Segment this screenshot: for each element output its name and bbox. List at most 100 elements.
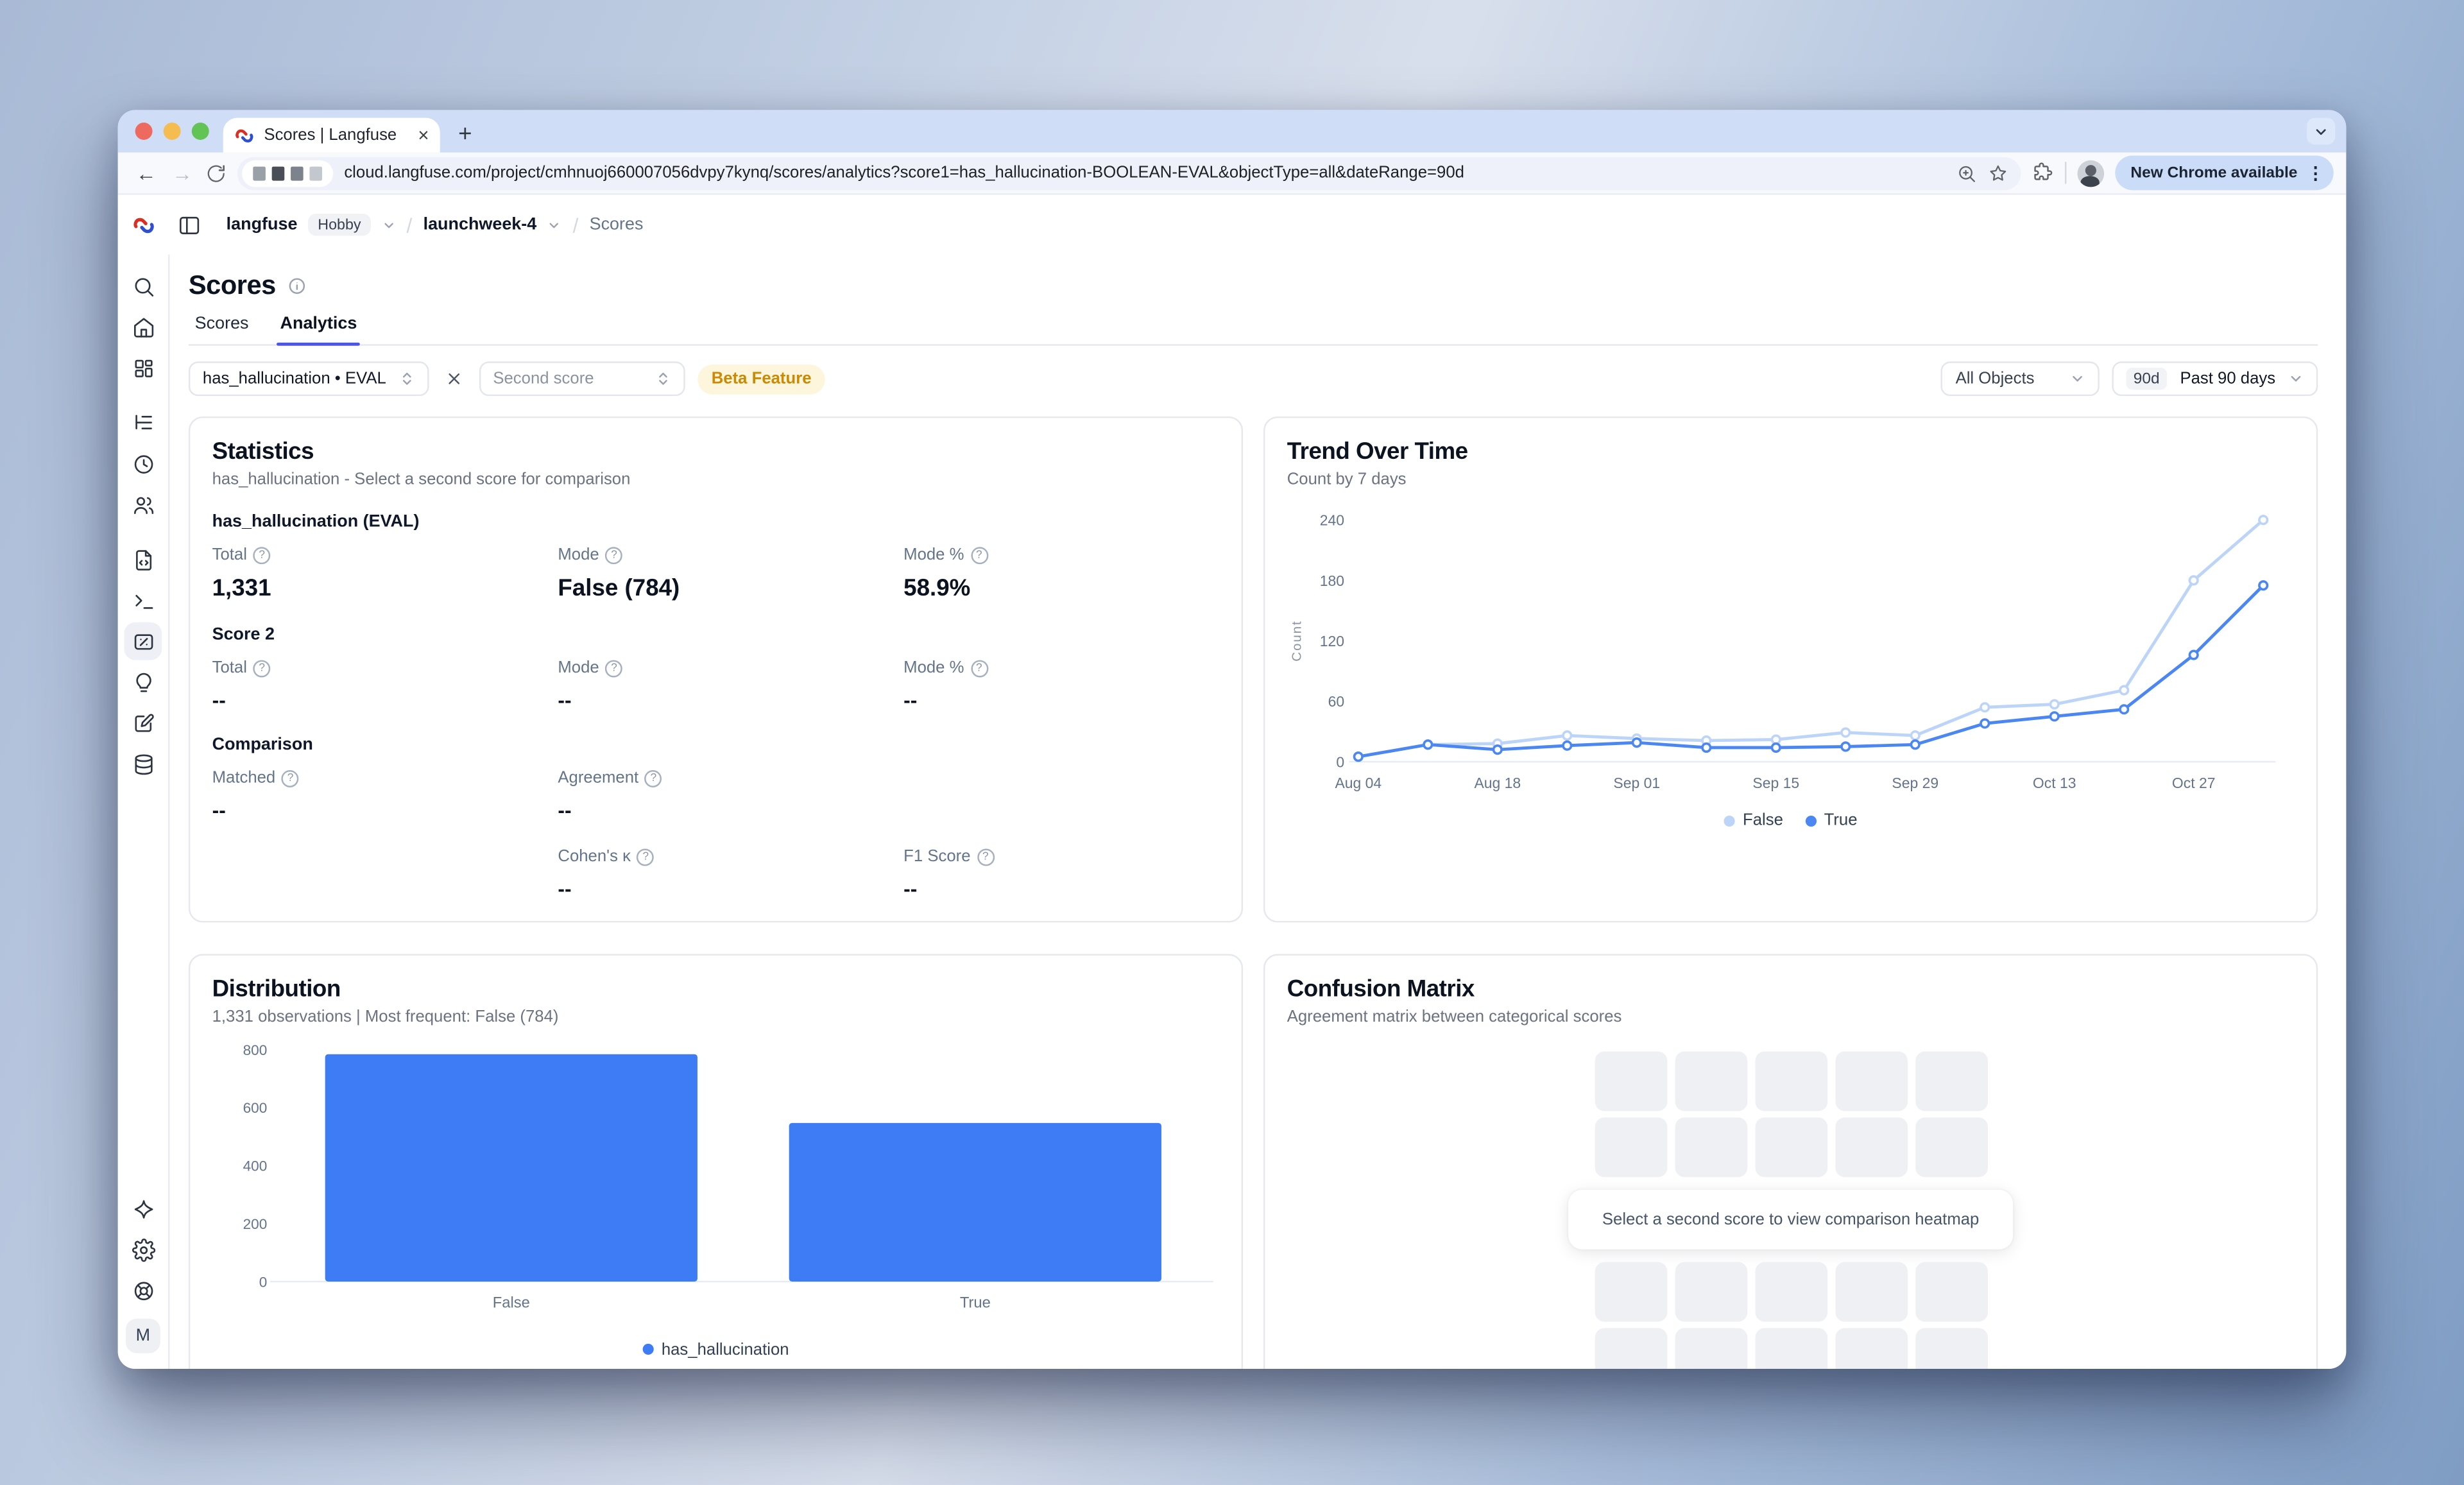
browser-toolbar: ← → cloud.langfuse.com/project/cmhnuoj66… (117, 152, 2347, 195)
org-chevron-down-icon[interactable] (381, 218, 395, 232)
profile-avatar[interactable] (2077, 159, 2104, 187)
metric-value: -- (558, 877, 572, 901)
page-title: Scores (188, 270, 276, 300)
distribution-chart[interactable]: 0 200 400 600 800 False True (212, 1040, 1220, 1321)
help-icon[interactable]: ? (253, 659, 271, 677)
sidebar-item-evaluators[interactable] (124, 663, 162, 701)
heatmap-placeholder-tile (1915, 1051, 1987, 1112)
tab-analytics[interactable]: Analytics (277, 314, 361, 346)
new-tab-button[interactable]: + (458, 120, 472, 147)
extensions-puzzle-icon[interactable] (2032, 162, 2053, 184)
stats-metric: Mode? -- (558, 658, 903, 712)
help-icon[interactable]: ? (970, 659, 988, 677)
confusion-matrix-card: Confusion Matrix Agreement matrix betwee… (1263, 954, 2318, 1369)
chrome-update-pill[interactable]: New Chrome available ⋮ (2114, 155, 2334, 191)
reload-button[interactable] (206, 162, 227, 183)
heatmap-placeholder-tile (1674, 1328, 1747, 1369)
score1-select[interactable]: has_hallucination • EVAL (188, 361, 429, 397)
tab-search-chevron-button[interactable] (2307, 117, 2336, 145)
metric-label: Total (212, 545, 247, 565)
heatmap-placeholder-row (1594, 1262, 1987, 1322)
lightbulb-icon (135, 672, 151, 692)
heatmap-placeholder-row (1594, 1328, 1987, 1369)
metric-value: -- (903, 688, 918, 712)
sidebar-item-sessions[interactable] (124, 445, 162, 483)
sidebar-item-annotation[interactable] (124, 704, 162, 742)
heatmap-placeholder-tile (1594, 1262, 1667, 1322)
breadcrumb-separator: / (406, 212, 413, 237)
langfuse-app: langfuse Hobby / launchweek-4 / Scores (117, 194, 2347, 1369)
info-icon[interactable] (287, 277, 305, 295)
breadcrumb-org[interactable]: langfuse (226, 215, 298, 234)
help-icon[interactable]: ? (637, 848, 654, 866)
help-icon[interactable]: ? (977, 848, 995, 866)
address-bar[interactable]: cloud.langfuse.com/project/cmhnuoj660007… (237, 156, 2021, 190)
help-icon[interactable]: ? (645, 769, 662, 787)
metric-value: -- (903, 877, 918, 901)
close-window-button[interactable] (135, 123, 153, 140)
help-icon[interactable]: ? (253, 546, 271, 563)
svg-text:True: True (960, 1294, 991, 1311)
svg-text:False: False (493, 1294, 530, 1311)
stats-section: Comparison Matched? -- Agreement? -- Cohen's … (212, 735, 1220, 900)
legend-item: True (1805, 811, 1858, 830)
stats-section-heading: Comparison (212, 735, 313, 755)
metric-label: Mode % (903, 658, 964, 678)
metric-label: Total (212, 658, 247, 678)
date-range-value: Past 90 days (2180, 369, 2276, 388)
sidebar-toggle-button[interactable] (169, 206, 207, 244)
date-range-badge: 90d (2125, 368, 2168, 390)
metric-value: -- (212, 798, 226, 822)
heatmap-placeholder-tile (1915, 1117, 1987, 1178)
gear-icon (131, 1237, 155, 1262)
browser-tab[interactable]: Scores | Langfuse × (223, 117, 440, 153)
user-avatar[interactable]: M (125, 1318, 160, 1353)
sidebar-item-tracing[interactable] (124, 404, 162, 442)
help-icon[interactable]: ? (282, 769, 299, 787)
metric-label: F1 Score (903, 847, 971, 866)
browser-menu-icon[interactable]: ⋮ (2307, 164, 2325, 184)
metric-label: Mode % (903, 545, 964, 565)
breadcrumb-project[interactable]: launchweek-4 (423, 215, 537, 234)
sidebar-item-settings[interactable] (124, 1231, 162, 1269)
tab-title: Scores | Langfuse (264, 125, 397, 145)
window-controls (118, 110, 223, 152)
svg-text:Count: Count (1289, 620, 1304, 661)
sidebar-item-dashboards[interactable] (124, 349, 162, 387)
back-button[interactable]: ← (135, 161, 157, 185)
object-type-select[interactable]: All Objects (1941, 361, 2099, 397)
help-icon[interactable]: ? (970, 546, 988, 563)
sidebar-item-datasets[interactable] (124, 745, 162, 783)
second-score-select[interactable]: Second score (479, 361, 685, 397)
date-range-select[interactable]: 90d Past 90 days (2111, 361, 2318, 397)
legend-dot-icon (1805, 815, 1817, 827)
help-icon[interactable]: ? (605, 546, 623, 563)
bookmark-star-icon[interactable] (1988, 162, 2008, 183)
sidebar-item-users[interactable] (124, 486, 162, 524)
file-code-icon (135, 549, 151, 570)
breadcrumb-separator: / (572, 212, 579, 237)
sidebar-item-whats-new[interactable] (124, 1190, 162, 1228)
stats-section: has_hallucination (EVAL) Total? 1,331 Mode?… (212, 512, 1220, 602)
sidebar-item-support[interactable] (124, 1271, 162, 1309)
zoom-icon[interactable] (1956, 162, 1977, 183)
sparkle-icon (133, 1199, 153, 1218)
project-chevron-down-icon[interactable] (547, 218, 561, 232)
trend-chart[interactable]: 0 60 120 180 240 Count Aug 04 Aug 18 Sep 01 Sep 1… (1287, 501, 2295, 805)
heatmap-placeholder-row (1594, 1051, 1987, 1112)
maximize-window-button[interactable] (191, 123, 209, 140)
sidebar-item-home[interactable] (124, 308, 162, 346)
sidebar-item-search[interactable] (124, 267, 162, 305)
tab-scores[interactable]: Scores (194, 314, 249, 334)
remove-score1-button[interactable] (441, 366, 466, 391)
sidebar-item-prompts[interactable] (124, 540, 162, 578)
metric-value: 58.9% (903, 575, 971, 602)
lifebuoy-icon (133, 1281, 153, 1300)
dashboard-grid-icon (134, 359, 152, 377)
tab-close-icon[interactable]: × (418, 124, 429, 146)
forward-button[interactable]: → (172, 161, 193, 185)
sidebar-item-scores[interactable] (124, 622, 162, 660)
minimize-window-button[interactable] (163, 123, 181, 140)
help-icon[interactable]: ? (605, 659, 623, 677)
sidebar-item-playground[interactable] (124, 581, 162, 619)
